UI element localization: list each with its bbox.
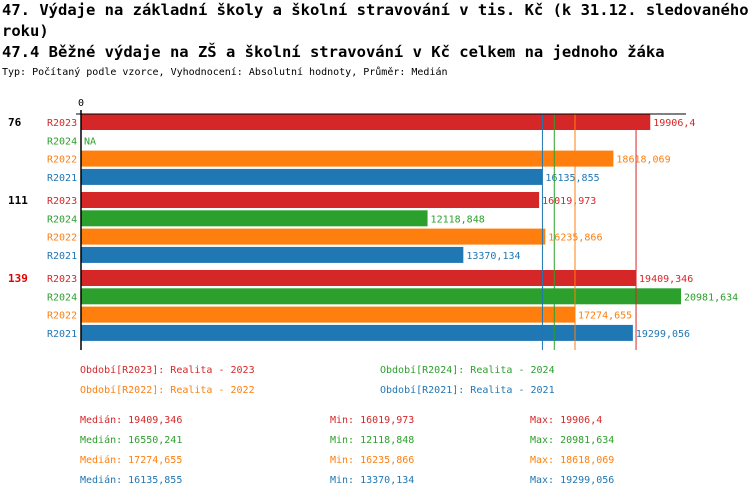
series-label: R2024 <box>47 136 77 147</box>
chart-title-cont: roku) <box>2 22 49 40</box>
stat-max: Max: 19906,4 <box>530 415 602 426</box>
series-label: R2022 <box>47 311 77 322</box>
legend-item: Období[R2024]: Realita - 2024 <box>380 364 555 376</box>
data-label: 19299,056 <box>636 329 690 340</box>
data-label: 18618,069 <box>616 155 670 166</box>
bar-R2022 <box>81 228 546 245</box>
stat-max: Max: 20981,634 <box>530 435 614 446</box>
stat-min: Min: 16019,973 <box>330 415 414 426</box>
stat-min: Min: 13370,134 <box>330 475 414 486</box>
chart-subtitle: 47.4 Běžné výdaje na ZŠ a školní stravov… <box>2 43 665 61</box>
series-label: R2022 <box>47 155 77 166</box>
data-label: 19409,346 <box>639 274 693 285</box>
bar-R2021 <box>81 246 464 263</box>
data-label: 19906,4 <box>653 118 695 129</box>
bar-R2023 <box>81 192 540 208</box>
stat-median: Medián: 16550,241 <box>80 434 182 446</box>
data-label: 17274,655 <box>578 311 632 322</box>
bar-R2021 <box>81 168 543 185</box>
data-label: 16135,855 <box>545 173 599 184</box>
data-label: 13370,134 <box>466 251 520 262</box>
data-label: 20981,634 <box>684 292 738 303</box>
stat-median: Medián: 16135,855 <box>80 474 182 486</box>
stat-max: Max: 18618,069 <box>530 455 614 466</box>
series-label: R2021 <box>47 329 77 340</box>
data-label-na: NA <box>84 136 96 147</box>
stat-min: Min: 12118,848 <box>330 435 414 446</box>
axis-zero-label: 0 <box>78 98 84 109</box>
bar-R2024 <box>81 210 428 227</box>
series-label: R2022 <box>47 233 77 244</box>
bar-R2024 <box>81 288 681 305</box>
stat-min: Min: 16235,866 <box>330 455 414 466</box>
series-label: R2023 <box>47 274 77 285</box>
bar-R2022 <box>81 306 575 323</box>
series-label: R2023 <box>47 118 77 129</box>
stat-median: Medián: 19409,346 <box>80 414 182 426</box>
legend-item: Období[R2023]: Realita - 2023 <box>80 364 255 376</box>
bar-R2023 <box>81 114 651 130</box>
group-label: 139 <box>8 272 28 285</box>
bar-R2023 <box>81 270 637 286</box>
data-label: 12118,848 <box>431 214 485 225</box>
series-label: R2021 <box>47 251 77 262</box>
data-label: 16019,973 <box>542 196 596 207</box>
series-label: R2021 <box>47 173 77 184</box>
legend-item: Období[R2022]: Realita - 2022 <box>80 384 255 396</box>
group-label: 76 <box>8 116 22 129</box>
bar-R2022 <box>81 150 614 167</box>
legend-item: Období[R2021]: Realita - 2021 <box>380 384 555 396</box>
series-label: R2024 <box>47 292 77 303</box>
chart-info: Typ: Počítaný podle vzorce, Vyhodnocení:… <box>2 67 448 78</box>
chart-title: 47. Výdaje na základní školy a školní st… <box>2 1 749 19</box>
stat-median: Medián: 17274,655 <box>80 454 182 466</box>
bar-R2021 <box>81 324 633 341</box>
stat-max: Max: 19299,056 <box>530 475 614 486</box>
group-label: 111 <box>8 194 28 207</box>
series-label: R2024 <box>47 214 77 225</box>
series-label: R2023 <box>47 196 77 207</box>
